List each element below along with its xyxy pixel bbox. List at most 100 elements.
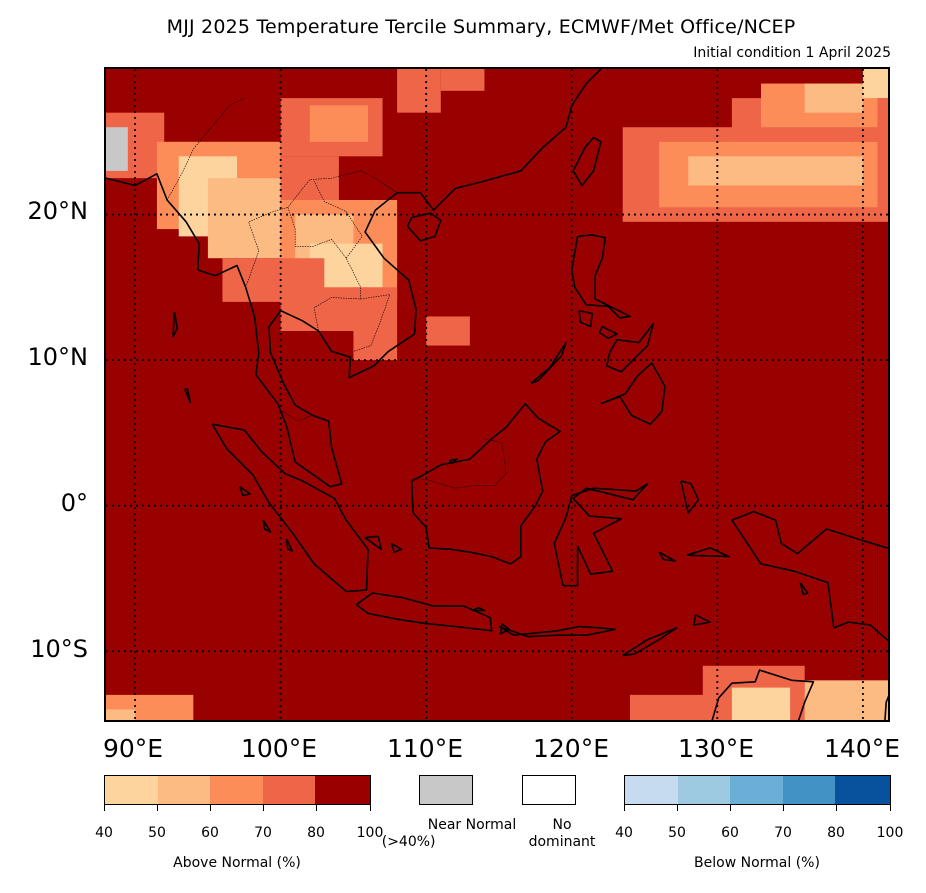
- colorbar-tick-mark: [316, 805, 317, 811]
- colorbar-tick-mark: [783, 805, 784, 811]
- probability-cell: [804, 680, 888, 720]
- lat-label-10n: 10°N: [27, 343, 89, 371]
- colorbar-tick-mark: [370, 805, 371, 811]
- coastline: [711, 669, 815, 720]
- probability-cells: [106, 69, 888, 720]
- no-dominant-label: No dominant: [529, 817, 596, 851]
- coastline: [578, 309, 594, 328]
- lon-label-90e: 90°E: [102, 734, 164, 763]
- lat-label-eq: 0°: [60, 489, 88, 517]
- coastlines: [106, 69, 888, 720]
- no-dominant-label-line1: No: [552, 817, 572, 833]
- colorbar-tick-mark: [677, 805, 678, 811]
- near-normal-label: Near Normal (>40%): [382, 817, 517, 851]
- colorbar-segment: [625, 776, 678, 804]
- colorbar-tick-label: 50: [668, 825, 686, 841]
- below-normal-colorbar: [624, 775, 891, 805]
- lon-label-130e: 130°E: [677, 734, 755, 763]
- probability-cell: [862, 69, 888, 99]
- coastline: [572, 136, 602, 187]
- coastline: [499, 622, 511, 635]
- colorbar-tick-mark: [157, 805, 158, 811]
- colorbar-tick-mark: [890, 805, 891, 811]
- chart-subtitle: Initial condition 1 April 2025: [693, 45, 891, 61]
- lon-label-140e: 140°E: [823, 734, 901, 763]
- colorbar-tick-label: 80: [827, 825, 845, 841]
- coastline: [211, 423, 369, 593]
- colorbar-tick-label: 100: [876, 825, 904, 841]
- coastline: [553, 482, 649, 587]
- coastline: [172, 311, 179, 338]
- country-border: [642, 639, 647, 648]
- coastline: [262, 519, 272, 533]
- near-normal-label-line1: Near Normal: [427, 817, 517, 833]
- country-border: [281, 410, 312, 422]
- above-normal-title: Above Normal (%): [173, 855, 301, 871]
- coastline: [285, 538, 294, 552]
- colorbar-segment: [677, 776, 731, 804]
- probability-cell: [804, 83, 863, 113]
- colorbar-tick-label: 40: [615, 825, 633, 841]
- country-border: [353, 294, 391, 352]
- probability-cell: [106, 127, 128, 171]
- coastline: [498, 625, 617, 638]
- graticule: [106, 69, 888, 720]
- coastline: [658, 551, 676, 562]
- coastline: [571, 234, 631, 319]
- colorbar-tick-mark: [104, 805, 105, 811]
- map-canvas: [106, 69, 888, 720]
- coastline: [598, 325, 618, 340]
- lon-label-110e: 110°E: [386, 734, 464, 763]
- probability-cell: [688, 156, 863, 186]
- colorbar-tick-mark: [836, 805, 837, 811]
- probability-cell: [731, 687, 791, 720]
- colorbar-tick-mark: [730, 805, 731, 811]
- colorbar-tick-label: 70: [254, 825, 272, 841]
- colorbar-segment: [782, 776, 836, 804]
- coastline: [471, 606, 486, 612]
- above-normal-colorbar: [104, 775, 371, 805]
- coastline: [183, 388, 192, 404]
- colorbar-tick-label: 60: [201, 825, 219, 841]
- country-border: [313, 180, 363, 259]
- probability-cell: [106, 709, 136, 720]
- colorbar-tick-mark: [624, 805, 625, 811]
- lat-label-20n: 20°N: [27, 197, 89, 225]
- no-dominant-swatch: [522, 775, 576, 805]
- country-border: [420, 438, 507, 489]
- coastline: [884, 695, 888, 720]
- near-normal-swatch: [419, 775, 473, 805]
- chart-title-wrap: MJJ 2025 Temperature Tercile Summary, EC…: [0, 16, 926, 38]
- coastline: [410, 402, 561, 565]
- colorbar-tick-label: 70: [774, 825, 792, 841]
- coastline: [680, 480, 700, 514]
- below-normal-title: Below Normal (%): [694, 855, 820, 871]
- coastline: [239, 486, 251, 497]
- lat-label-10s: 10°S: [30, 635, 88, 663]
- coastline: [731, 510, 888, 642]
- coastline: [686, 547, 730, 558]
- probability-cell: [426, 316, 470, 346]
- coastline: [448, 458, 458, 465]
- no-dominant-label-line2: dominant: [528, 834, 596, 850]
- colorbar-segment: [105, 776, 158, 804]
- colorbar-tick-label: 50: [148, 825, 166, 841]
- colorbar-tick-mark: [263, 805, 264, 811]
- coastline: [406, 212, 442, 242]
- colorbar-tick-label: 60: [721, 825, 739, 841]
- probability-cell: [440, 69, 485, 91]
- near-normal-label-line2: (>40%): [381, 834, 436, 850]
- probability-cell: [397, 69, 441, 113]
- coastline: [106, 69, 602, 488]
- colorbar-segment: [315, 776, 371, 804]
- probability-cell: [280, 287, 368, 331]
- lon-label-120e: 120°E: [532, 734, 610, 763]
- coastline: [600, 362, 666, 426]
- colorbar-segment: [835, 776, 891, 804]
- lon-label-100e: 100°E: [240, 734, 318, 763]
- chart-title: MJJ 2025 Temperature Tercile Summary, EC…: [166, 16, 796, 38]
- map-panel: [104, 67, 890, 722]
- colorbar-tick-label: 40: [95, 825, 113, 841]
- coastline: [530, 341, 567, 385]
- coastline: [693, 614, 711, 626]
